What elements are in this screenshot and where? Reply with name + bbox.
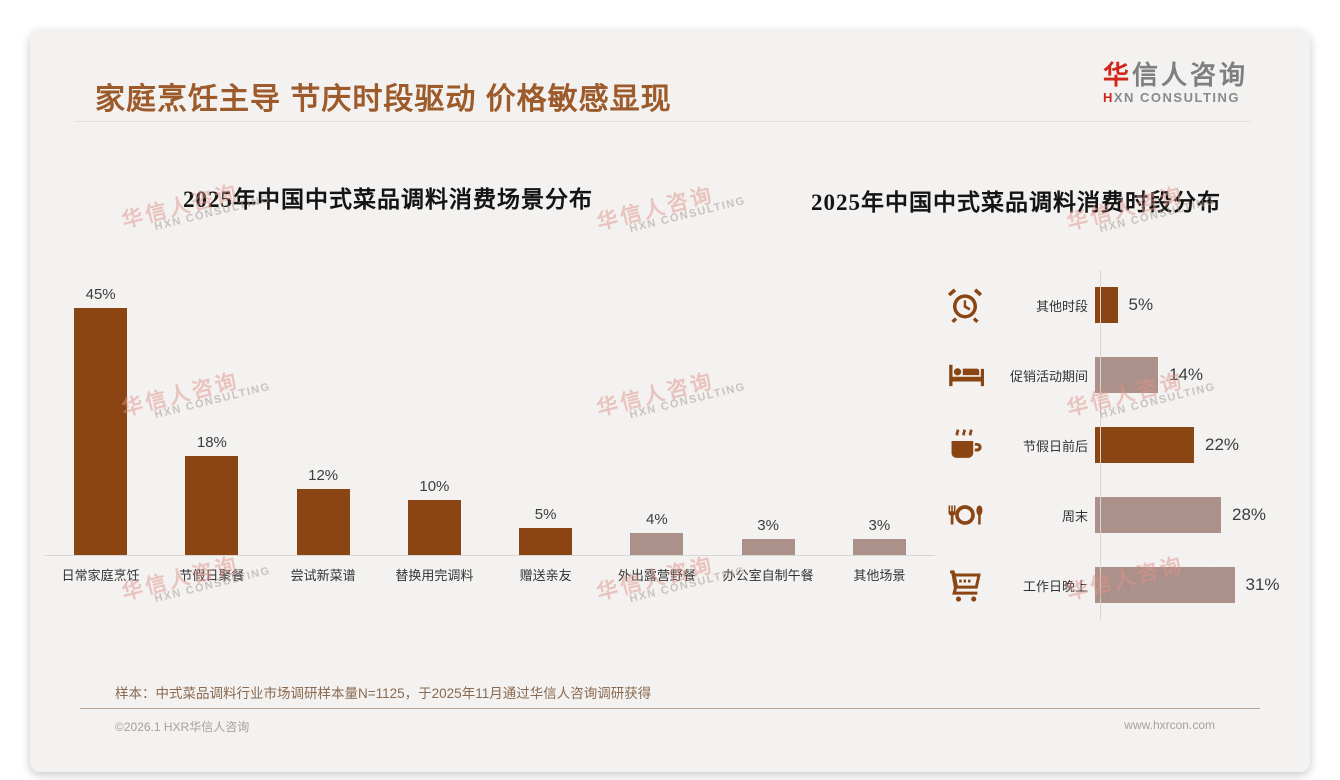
logo-english-text: HXN CONSULTING [1102, 90, 1241, 105]
scene-bar-group: 5% [490, 505, 601, 555]
bar-category-label: 办公室自制午餐 [722, 568, 814, 583]
bar-value-label: 3% [757, 516, 779, 534]
scene-chart-plot-area: 45% 18% 12% 10% 5% 4% 3% 3% [45, 275, 935, 556]
chart-bar [630, 533, 684, 555]
scene-chart-category-axis: 日常家庭烹饪 节假日聚餐 尝试新菜谱 替换用完调料 赠送亲友 外出露营野餐 办公室自制午餐 其… [45, 556, 935, 584]
scene-bar-group: 3% [713, 516, 824, 555]
scene-distribution-chart: 45% 18% 12% 10% 5% 4% 3% 3% 日常家庭烹饪 节假日聚餐 尝试新菜谱 替换用… [45, 275, 935, 584]
shopping-cart-icon [946, 566, 984, 604]
chart-bar [519, 527, 573, 555]
scene-bar-group: 10% [379, 478, 490, 555]
chart-bar [1095, 567, 1235, 603]
time-bar-row: 工作日晚上 31% [930, 550, 1300, 620]
footer-divider [80, 708, 1260, 709]
copyright-text: ©2026.1 HXR华信人咨询 [115, 720, 250, 734]
bar-value-label: 12% [308, 467, 339, 484]
time-category-label: 节假日前后 [1022, 438, 1088, 454]
scene-bar-group: 45% [45, 285, 156, 555]
bar-category-label: 赠送亲友 [519, 568, 572, 583]
chart-bar [1095, 287, 1118, 323]
chart-bar [1095, 357, 1158, 393]
scene-chart-title: 2025年中国中式菜品调料消费场景分布 [183, 187, 593, 212]
bar-value-label: 45% [85, 285, 116, 303]
bar-value-label: 10% [419, 478, 450, 495]
scene-bar-group: 3% [824, 516, 935, 555]
chart-bar [1095, 427, 1194, 463]
bar-category-label: 日常家庭烹饪 [61, 568, 140, 583]
bar-value-label: 18% [196, 434, 227, 451]
time-bar-row: 节假日前后 22% [930, 410, 1300, 480]
time-bar-row: 周末 28% [930, 480, 1300, 550]
bar-category-label: 外出露营野餐 [617, 568, 696, 583]
time-distribution-chart: 其他时段 5% 促销活动期间 14% 节假日前后 22% 周末 28% 工作日晚上 31% [930, 270, 1300, 620]
scene-bar-group: 12% [268, 467, 379, 555]
header-divider [75, 121, 1250, 122]
bar-category-label: 节假日聚餐 [179, 568, 245, 583]
slide-card: 家庭烹饪主导 节庆时段驱动 价格敏感显现 华信人咨询 HXN CONSULTIN… [30, 30, 1310, 772]
time-bar-row: 其他时段 5% [930, 270, 1300, 340]
company-logo: 华信人咨询 HXN CONSULTING [1103, 60, 1248, 106]
time-category-label: 工作日晚上 [1022, 578, 1088, 594]
scene-bar-group: 18% [156, 434, 267, 555]
time-bar-row: 促销活动期间 14% [930, 340, 1300, 410]
coffee-cup-icon [946, 426, 984, 464]
scene-bar-group: 4% [601, 511, 712, 555]
time-chart-axis-line [1100, 270, 1101, 620]
restaurant-plate-icon [946, 496, 984, 534]
time-category-label: 其他时段 [1035, 298, 1088, 314]
chart-bar [1095, 497, 1221, 533]
bar-value-label: 3% [868, 516, 891, 534]
sample-note: 样本：中式菜品调料行业市场调研样本量N=1125，于2025年11月通过华信人咨… [115, 686, 652, 701]
bar-category-label: 替换用完调料 [395, 568, 474, 583]
bar-category-label: 尝试新菜谱 [290, 568, 356, 583]
time-category-label: 周末 [1061, 508, 1088, 524]
website-text: www.hxrcon.com [1124, 718, 1215, 732]
time-chart-title: 2025年中国中式菜品调料消费时段分布 [811, 190, 1221, 215]
bed-icon [946, 356, 984, 394]
chart-bar [296, 489, 350, 555]
chart-bar [852, 538, 906, 555]
time-chart-plot-area: 其他时段 5% 促销活动期间 14% 节假日前后 22% 周末 28% 工作日晚上 31% [930, 270, 1300, 620]
chart-bar [407, 500, 461, 555]
chart-bar [74, 307, 128, 555]
bar-category-label: 其他场景 [853, 568, 906, 583]
bar-value-label: 28% [1232, 505, 1267, 524]
chart-bar [741, 538, 795, 555]
bar-value-label: 14% [1169, 365, 1204, 384]
time-category-label: 促销活动期间 [1009, 368, 1088, 384]
bar-value-label: 22% [1205, 435, 1240, 454]
alarm-clock-icon [946, 286, 984, 324]
chart-bar [185, 456, 239, 555]
bar-value-label: 31% [1245, 575, 1280, 594]
bar-value-label: 5% [534, 505, 557, 523]
page-title: 家庭烹饪主导 节庆时段驱动 价格敏感显现 [95, 83, 672, 116]
bar-value-label: 4% [646, 511, 668, 528]
logo-chinese-text: 华信人咨询 [1102, 60, 1248, 90]
bar-value-label: 5% [1128, 295, 1154, 314]
